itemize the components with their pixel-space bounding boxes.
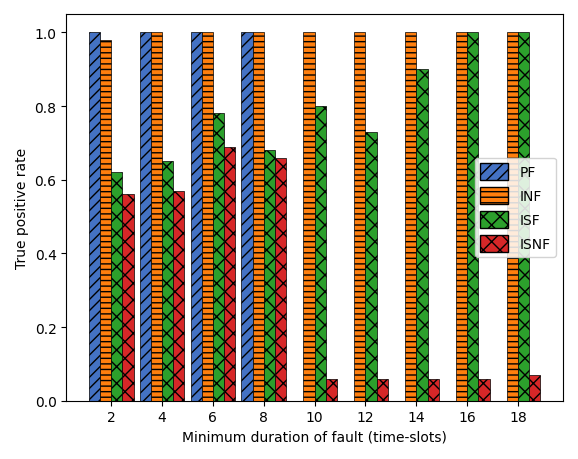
Bar [111, 173, 123, 401]
Bar [264, 151, 275, 401]
Legend: PF, INF, ISF, ISNF: PF, INF, ISF, ISNF [475, 158, 556, 257]
Bar [253, 34, 264, 401]
Bar [529, 375, 540, 401]
Bar [354, 34, 365, 401]
Bar [416, 70, 428, 401]
Bar [326, 379, 337, 401]
Bar [518, 34, 529, 401]
Bar [242, 34, 253, 401]
Bar [507, 34, 518, 401]
Y-axis label: True positive rate: True positive rate [15, 147, 29, 269]
Bar [191, 34, 202, 401]
Bar [428, 379, 439, 401]
Bar [140, 34, 151, 401]
Bar [123, 195, 134, 401]
Bar [303, 34, 314, 401]
Bar [456, 34, 467, 401]
Bar [479, 379, 490, 401]
X-axis label: Minimum duration of fault (time-slots): Minimum duration of fault (time-slots) [182, 430, 447, 444]
Bar [224, 147, 235, 401]
Bar [213, 114, 224, 401]
Bar [314, 107, 326, 401]
Bar [173, 191, 184, 401]
Bar [377, 379, 388, 401]
Bar [89, 34, 100, 401]
Bar [162, 162, 173, 401]
Bar [151, 34, 162, 401]
Bar [365, 133, 377, 401]
Bar [405, 34, 416, 401]
Bar [275, 158, 286, 401]
Bar [100, 41, 111, 401]
Bar [202, 34, 213, 401]
Bar [467, 34, 479, 401]
